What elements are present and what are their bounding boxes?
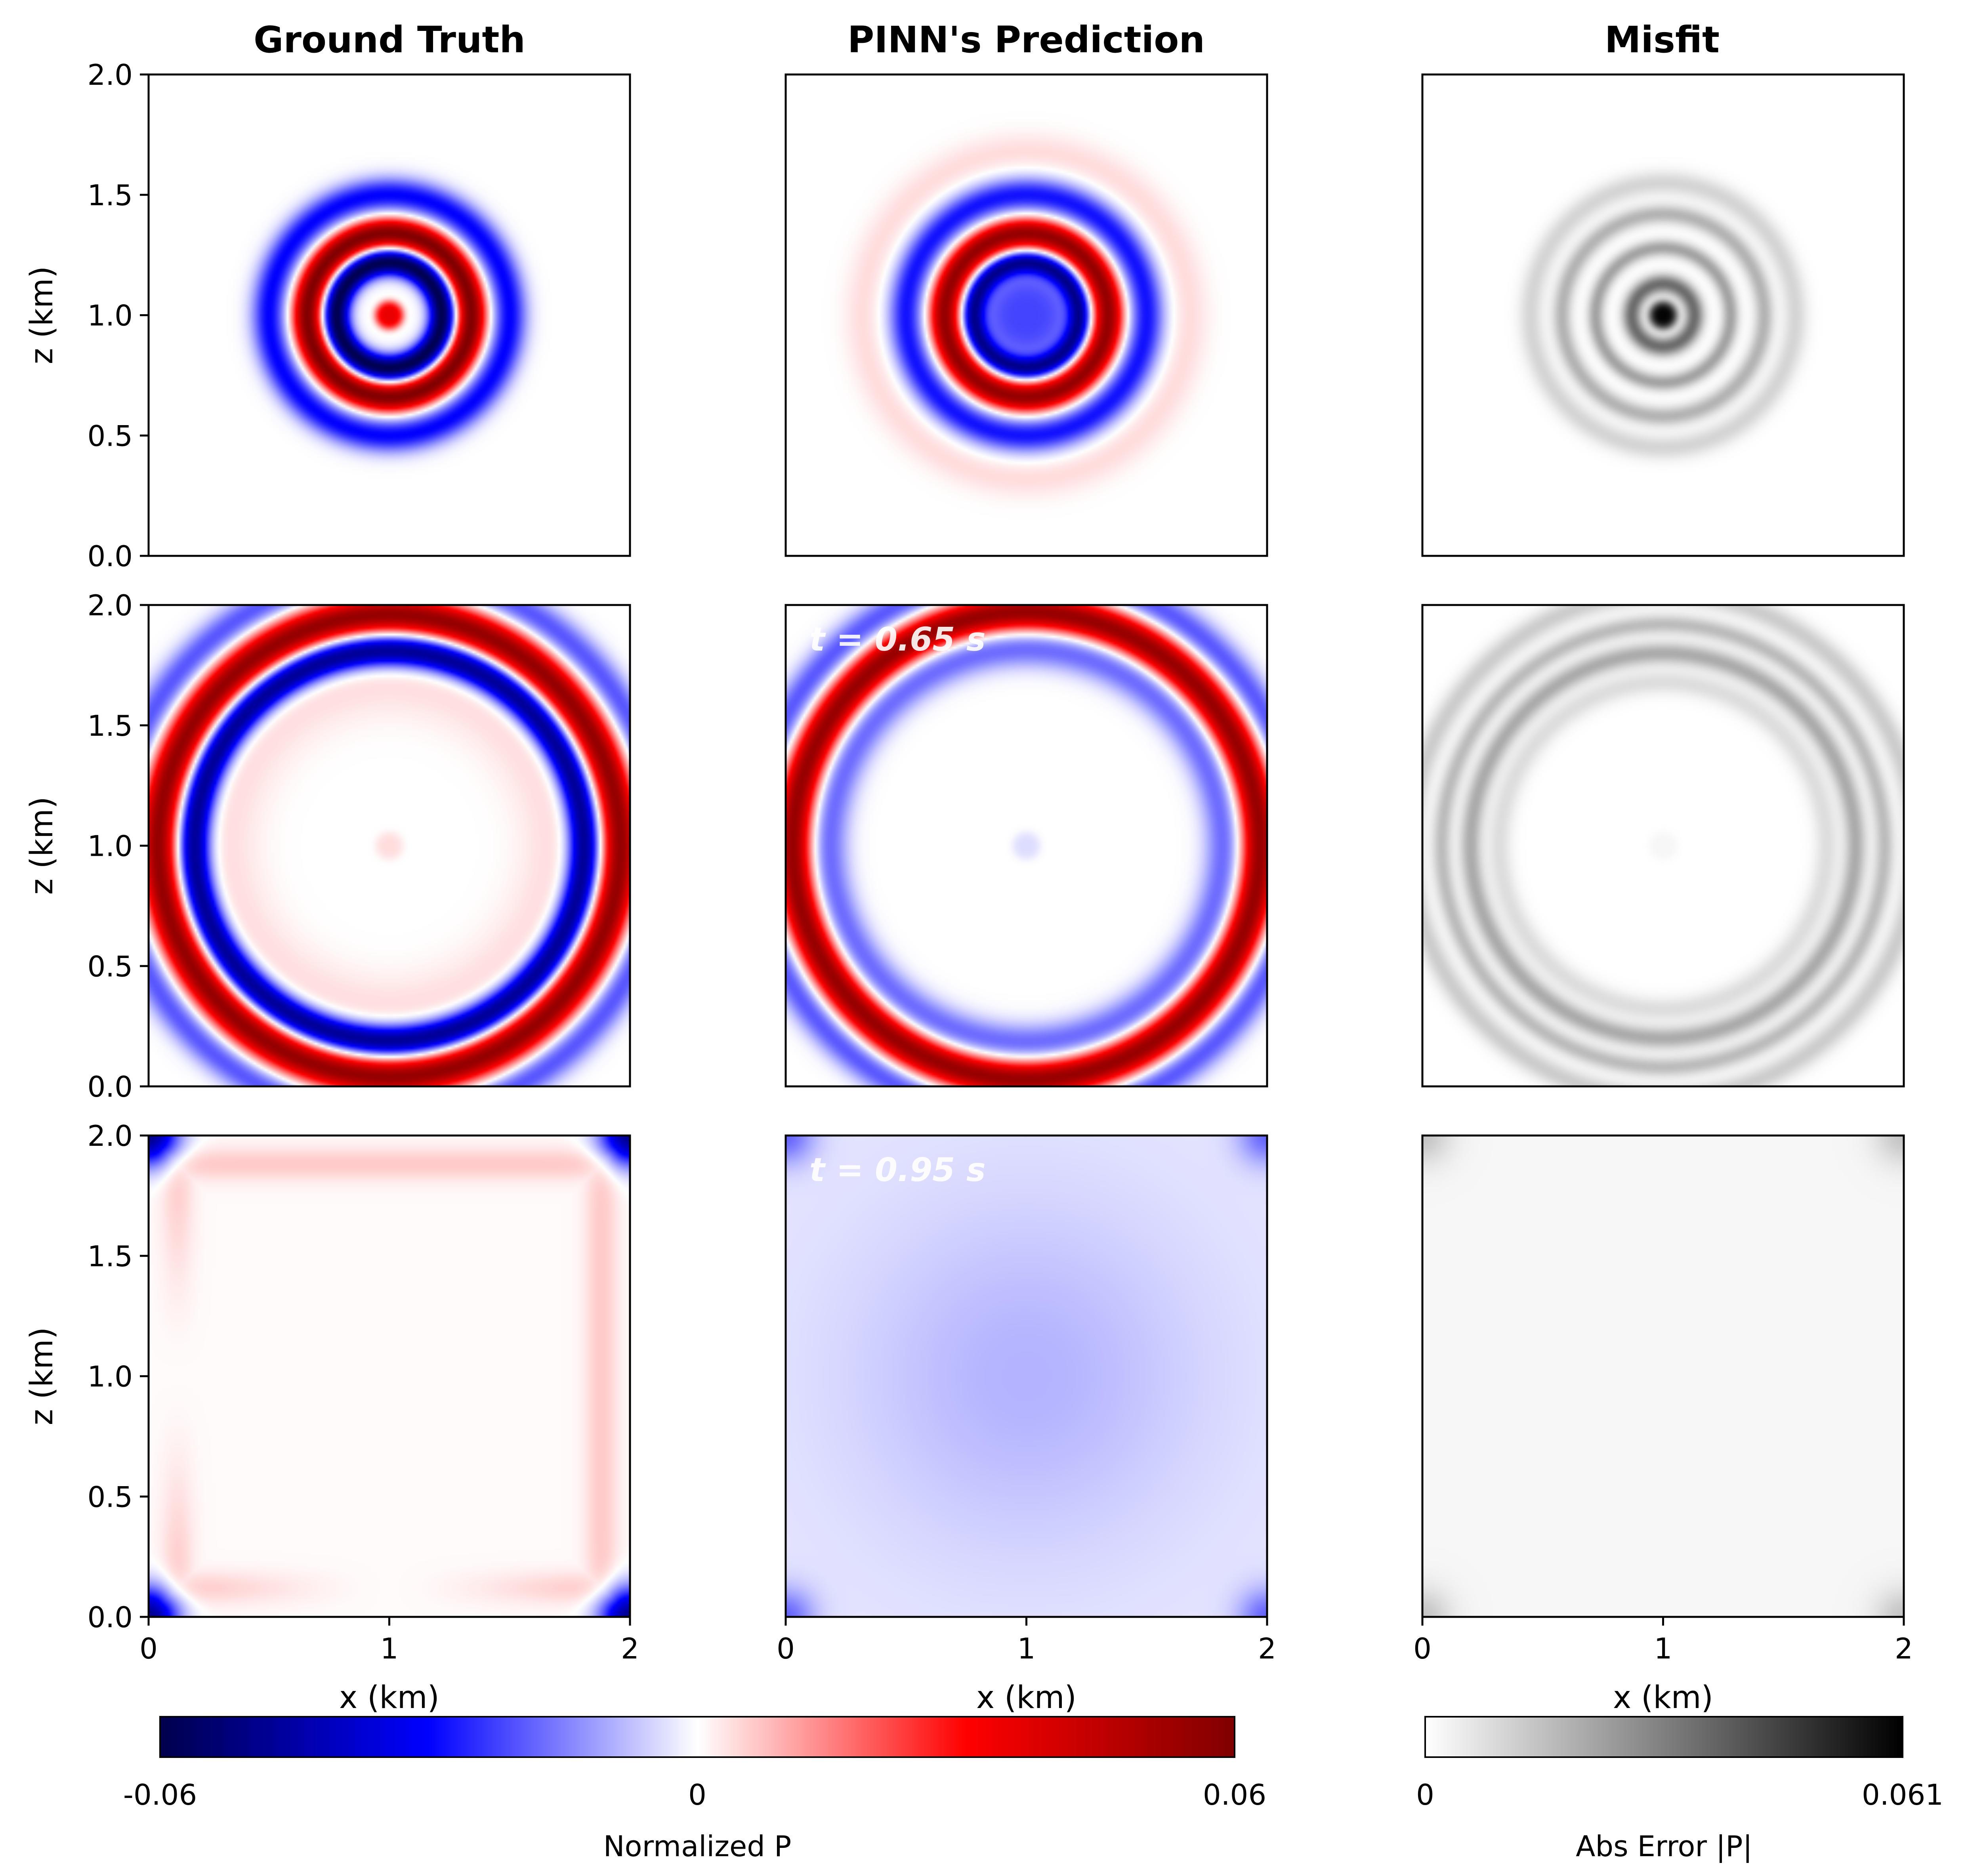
y-tick-label: 0.5 xyxy=(87,950,133,983)
x-tick-label: 1 xyxy=(1017,1632,1036,1665)
colorbar-normalized-p-label: Normalized P xyxy=(603,1830,792,1863)
heatmap-prediction-row1 xyxy=(786,74,1267,556)
y-tick-label: 1.5 xyxy=(87,709,133,742)
colorbar-abs-error-gradient xyxy=(1424,1716,1903,1758)
panel-frame xyxy=(784,604,1268,1088)
heatmap-ground-truth-row1 xyxy=(149,74,630,556)
y-tick-label: 2.0 xyxy=(87,1119,133,1153)
x-tick-label: 0 xyxy=(1413,1632,1432,1665)
x-tick-label: 0 xyxy=(139,1632,158,1665)
y-axis-label: z (km) xyxy=(24,266,60,365)
x-tick-label: 1 xyxy=(1654,1632,1672,1665)
axes-layer: t = 0.35 s 0.0 0.5 1.0 1.5 2.0 z (km) t = 0.65 … xyxy=(24,58,1913,1716)
y-tick-label: 0.0 xyxy=(87,1601,133,1634)
y-tick-label: 1.5 xyxy=(87,1240,133,1273)
y-tick-label: 0.0 xyxy=(87,1070,133,1103)
heatmap-ground-truth-row3 xyxy=(149,1136,630,1617)
title-pinn-prediction: PINN's Prediction xyxy=(847,19,1205,61)
y-axis-label: z (km) xyxy=(24,797,60,895)
y-tick-label: 0.0 xyxy=(87,540,133,573)
time-label: t = 0.35 s xyxy=(809,90,986,128)
colorbar-abs-error-label: Abs Error |P| xyxy=(1576,1830,1752,1863)
colorbar-normalized-p-gradient xyxy=(159,1716,1235,1758)
y-tick-label: 1.5 xyxy=(87,179,133,212)
x-tick-label: 2 xyxy=(621,1632,639,1665)
y-tick-label: 2.0 xyxy=(87,58,133,92)
heatmap-misfit-row2 xyxy=(1422,605,1904,1086)
colorbar-normalized-p-min: -0.06 xyxy=(123,1778,197,1811)
colorbar-abs-error-min: 0 xyxy=(1416,1778,1434,1811)
colorbar-abs-error: 0 0.061 Abs Error |P| xyxy=(1416,1716,1943,1863)
x-tick-label: 1 xyxy=(380,1632,399,1665)
y-tick-label: 0.5 xyxy=(87,419,133,452)
panel-frame xyxy=(1421,604,1905,1088)
x-tick-label: 2 xyxy=(1258,1632,1276,1665)
colorbar-normalized-p-mid: 0 xyxy=(688,1778,706,1811)
heatmap-prediction-row2 xyxy=(786,605,1267,1086)
panel-frame xyxy=(1421,73,1905,557)
time-label: t = 0.65 s xyxy=(809,621,986,658)
title-ground-truth: Ground Truth xyxy=(254,19,525,61)
x-axis-label: x (km) xyxy=(1613,1680,1713,1716)
y-tick-label: 0.5 xyxy=(87,1480,133,1513)
heatmap-misfit-row3 xyxy=(1422,1136,1904,1617)
y-tick-label: 2.0 xyxy=(87,589,133,622)
heatmap-prediction-row3 xyxy=(786,1136,1267,1617)
panel-frame xyxy=(784,73,1268,557)
colorbar-normalized-p-max: 0.06 xyxy=(1203,1778,1266,1811)
y-tick-label: 1.0 xyxy=(87,1360,133,1393)
x-tick-label: 0 xyxy=(777,1632,795,1665)
y-axis-label: z (km) xyxy=(24,1327,60,1426)
x-axis-label: x (km) xyxy=(976,1680,1077,1716)
title-misfit: Misfit xyxy=(1605,19,1720,61)
heatmap-grid xyxy=(149,74,1904,1617)
heatmap-misfit-row1 xyxy=(1422,74,1904,556)
y-tick-label: 1.0 xyxy=(87,830,133,863)
time-label: t = 0.95 s xyxy=(809,1151,986,1189)
x-axis-label: x (km) xyxy=(339,1680,439,1716)
colorbar-abs-error-max: 0.061 xyxy=(1862,1778,1943,1811)
heatmap-ground-truth-row2 xyxy=(149,605,630,1086)
y-tick-label: 1.0 xyxy=(87,299,133,332)
colorbar-normalized-p: -0.06 0 0.06 Normalized P xyxy=(123,1716,1266,1863)
x-tick-label: 2 xyxy=(1895,1632,1913,1665)
